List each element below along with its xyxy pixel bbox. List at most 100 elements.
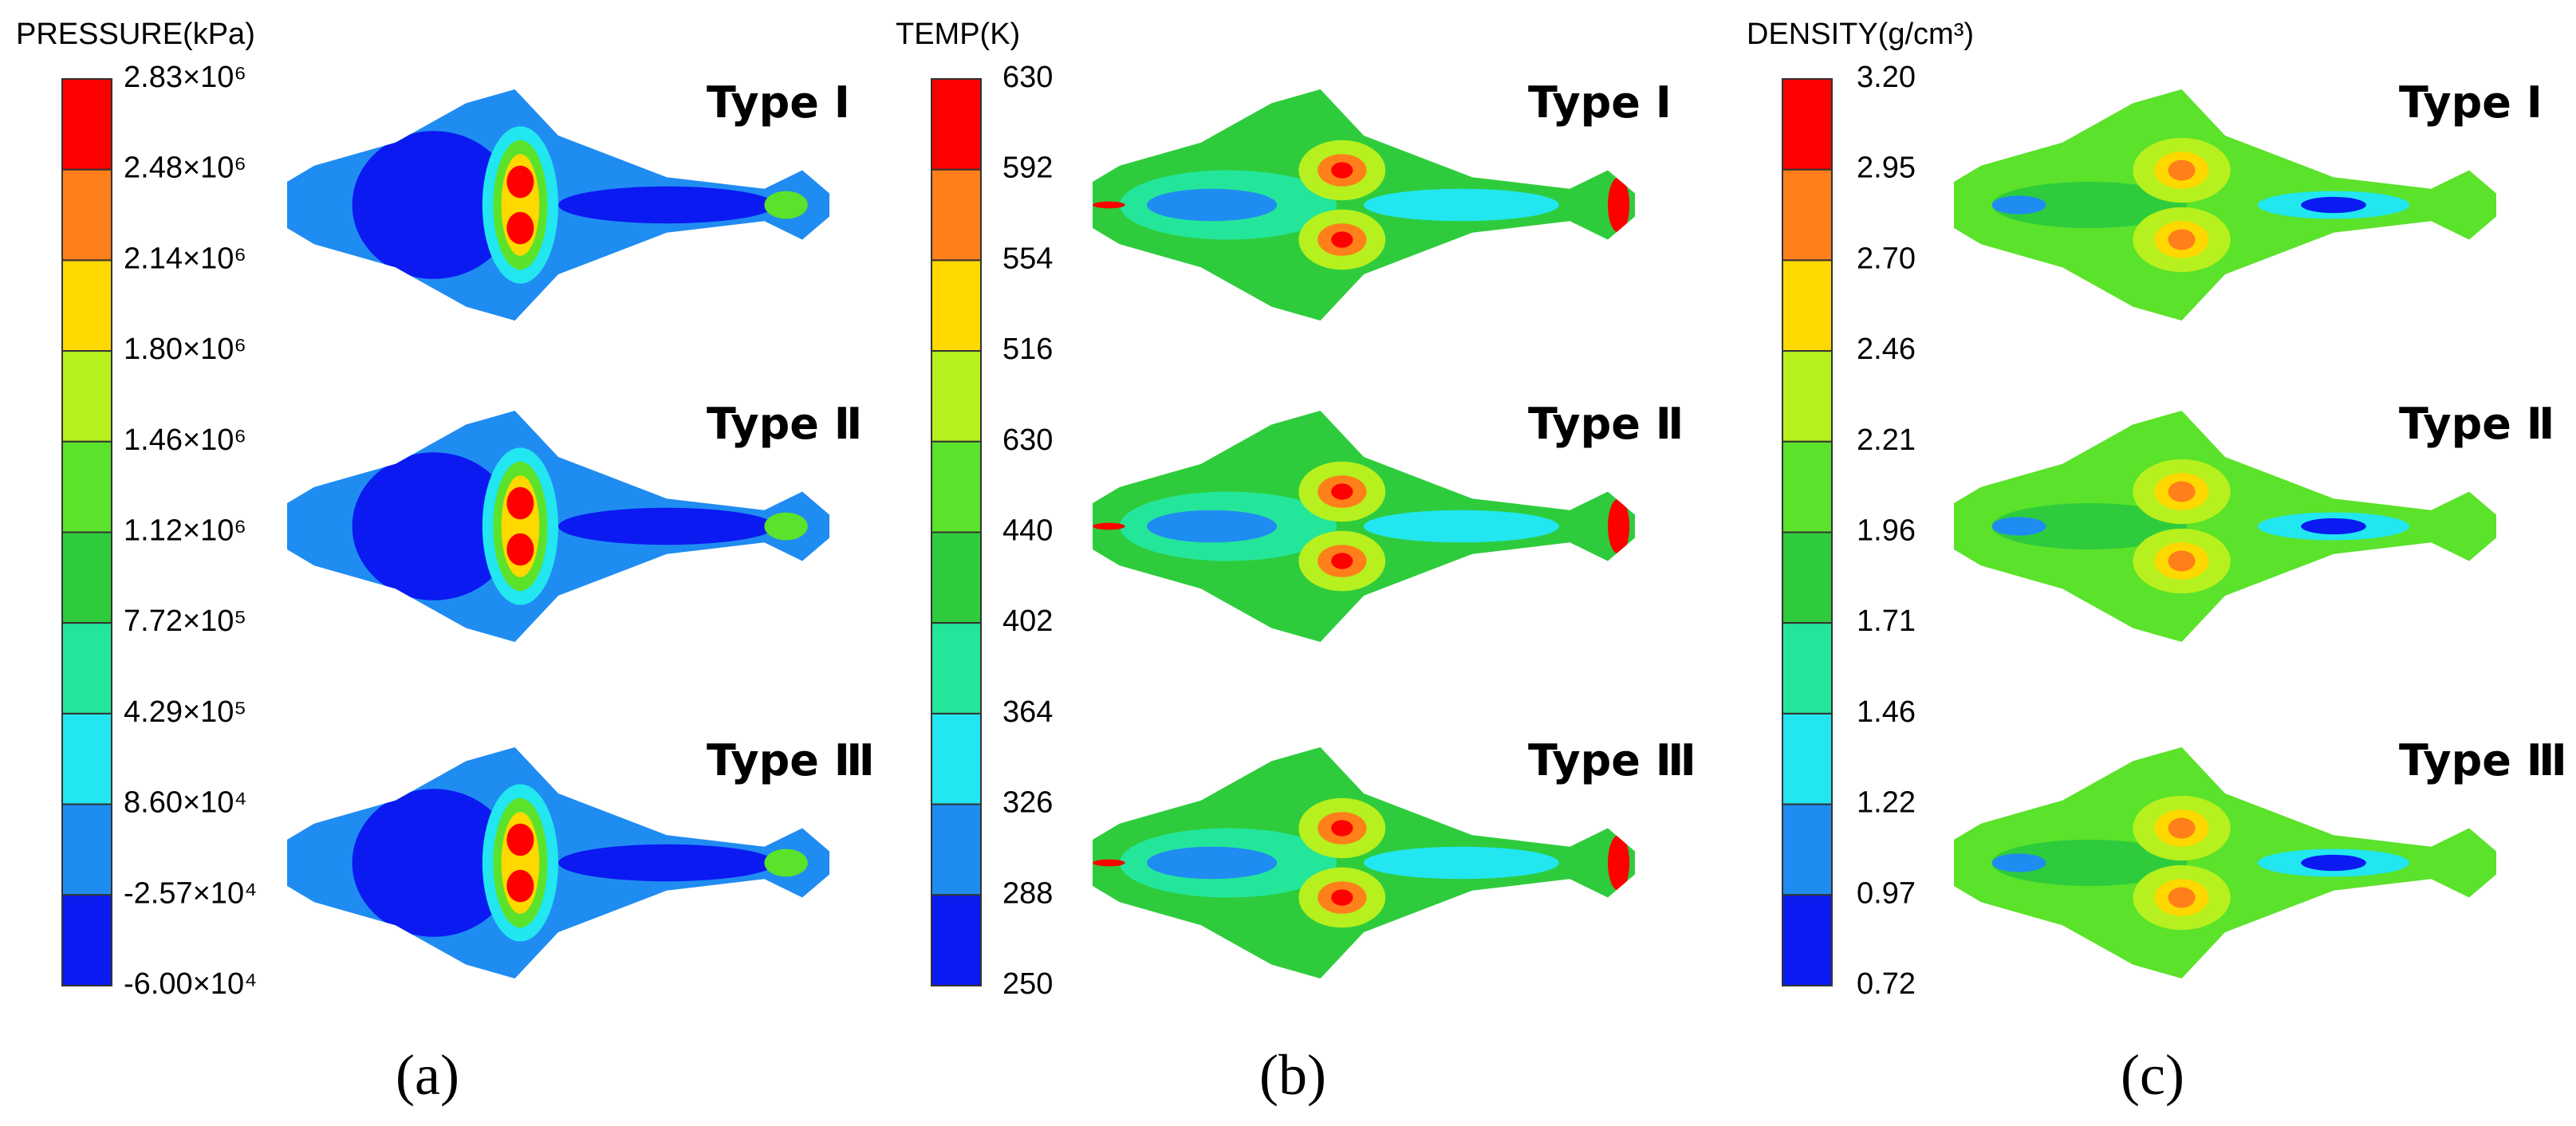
contour-region bbox=[1093, 859, 1125, 867]
contour-base bbox=[1093, 747, 1635, 978]
colorbar-band bbox=[931, 259, 982, 352]
colorbar-label: 402 bbox=[1002, 604, 1053, 638]
contour-plot bbox=[1093, 747, 1635, 978]
colorbar-band bbox=[61, 350, 112, 443]
colorbar-label: 440 bbox=[1002, 514, 1053, 548]
colorbar-band bbox=[61, 894, 112, 987]
contour-region bbox=[1331, 231, 1353, 248]
colorbar-label: 630 bbox=[1002, 423, 1053, 457]
contour-region bbox=[1991, 840, 2188, 886]
colorbar-band bbox=[1782, 894, 1833, 987]
colorbar-band bbox=[931, 531, 982, 624]
colorbar-label: -6.00×10⁴ bbox=[124, 967, 257, 1001]
contour-region bbox=[764, 512, 808, 541]
contour-region bbox=[764, 191, 808, 219]
contour-region bbox=[1364, 188, 1559, 222]
type-label: Type Ⅱ bbox=[2399, 399, 2554, 449]
colorbar-label: 2.14×10⁶ bbox=[124, 242, 246, 275]
type-label: Type Ⅰ bbox=[707, 77, 850, 128]
contours bbox=[1093, 140, 1630, 270]
contour-region bbox=[1147, 188, 1278, 222]
type-label: Type Ⅱ bbox=[1528, 399, 1684, 449]
contour-region bbox=[352, 131, 515, 279]
colorbar-band bbox=[931, 712, 982, 805]
contour-region bbox=[506, 823, 534, 856]
contour-region bbox=[558, 507, 775, 545]
contour-region bbox=[1093, 522, 1125, 530]
contour-region bbox=[1093, 201, 1125, 209]
contour-region bbox=[1331, 553, 1353, 569]
contour-region bbox=[1991, 195, 2046, 215]
colorbar-label: 326 bbox=[1002, 786, 1053, 820]
colorbar-label: 288 bbox=[1002, 876, 1053, 910]
colorbar-band bbox=[931, 894, 982, 987]
contour-region bbox=[506, 211, 534, 245]
panel: DENSITY(g/cm³) 3.20 2.95 2.70 2.46 2.21 1.96 1.… bbox=[1747, 18, 2567, 1107]
contour-base bbox=[1093, 89, 1635, 321]
colorbar-label: 3.20 bbox=[1857, 61, 1916, 94]
colorbar-band bbox=[61, 168, 112, 262]
colorbar-label: 2.21 bbox=[1857, 423, 1916, 457]
colorbar-label: 1.46×10⁶ bbox=[124, 423, 246, 457]
colorbar-label: 1.96 bbox=[1857, 514, 1916, 548]
colorbar-band bbox=[931, 440, 982, 533]
type-label: Type Ⅱ bbox=[707, 399, 862, 449]
colorbar-label: 554 bbox=[1002, 242, 1053, 275]
colorbar-band bbox=[61, 259, 112, 352]
colorbar-band bbox=[931, 78, 982, 171]
contour-region bbox=[2168, 887, 2196, 908]
colorbar-label: 0.72 bbox=[1857, 967, 1916, 1001]
contour-plot bbox=[1954, 411, 2496, 642]
contour-region bbox=[1331, 162, 1353, 179]
contour-region bbox=[764, 848, 808, 877]
contour-region bbox=[352, 789, 515, 937]
colorbar-band bbox=[1782, 712, 1833, 805]
panel-label: (a) bbox=[396, 1043, 459, 1107]
contour-region bbox=[1991, 503, 2188, 549]
colorbar-label: 1.22 bbox=[1857, 786, 1916, 820]
contour-region bbox=[1331, 889, 1353, 906]
colorbar-band bbox=[61, 622, 112, 715]
colorbar-band bbox=[1782, 531, 1833, 624]
colorbar-label: 2.48×10⁶ bbox=[124, 152, 246, 185]
colorbar-band bbox=[1782, 168, 1833, 262]
panel-label: (b) bbox=[1259, 1043, 1326, 1107]
contour-plot bbox=[1954, 89, 2496, 321]
type-label: Type Ⅲ bbox=[2399, 735, 2567, 785]
contour-region bbox=[1608, 835, 1630, 891]
colorbar-band bbox=[931, 168, 982, 262]
colorbar-title: PRESSURE(kPa) bbox=[16, 18, 255, 51]
contour-plot bbox=[287, 89, 829, 321]
colorbar-label: 250 bbox=[1002, 967, 1053, 1001]
colorbar-label: 1.80×10⁶ bbox=[124, 333, 246, 366]
colorbar-band bbox=[61, 531, 112, 624]
contour-region bbox=[1608, 177, 1630, 233]
contours bbox=[352, 447, 808, 605]
panel-label: (c) bbox=[2121, 1043, 2184, 1107]
type-label: Type Ⅲ bbox=[707, 735, 875, 785]
contour-plot bbox=[287, 411, 829, 642]
contour-region bbox=[558, 186, 775, 224]
contour-plot bbox=[1093, 411, 1635, 642]
contours bbox=[1093, 797, 1630, 928]
panel: PRESSURE(kPa) 2.83×10⁶ 2.48×10⁶ 2.14×10⁶ 1.8… bbox=[16, 18, 875, 1107]
contour-region bbox=[2168, 550, 2196, 572]
colorbar-band bbox=[1782, 78, 1833, 171]
contour-region bbox=[2168, 817, 2196, 839]
contours bbox=[1991, 137, 2410, 273]
colorbar-label: 1.12×10⁶ bbox=[124, 514, 246, 548]
type-label: Type Ⅰ bbox=[1528, 77, 1672, 128]
colorbar-band bbox=[61, 712, 112, 805]
contour-region bbox=[1331, 820, 1353, 837]
contour-region bbox=[1147, 510, 1278, 543]
colorbar-label: 364 bbox=[1002, 695, 1053, 729]
colorbar-label: 7.72×10⁵ bbox=[124, 604, 246, 638]
contour-region bbox=[558, 844, 775, 882]
contour-region bbox=[2301, 854, 2366, 872]
colorbar-band bbox=[1782, 350, 1833, 443]
contours bbox=[352, 126, 808, 284]
colorbar-label: -2.57×10⁴ bbox=[124, 876, 257, 910]
type-label: Type Ⅲ bbox=[1528, 735, 1696, 785]
